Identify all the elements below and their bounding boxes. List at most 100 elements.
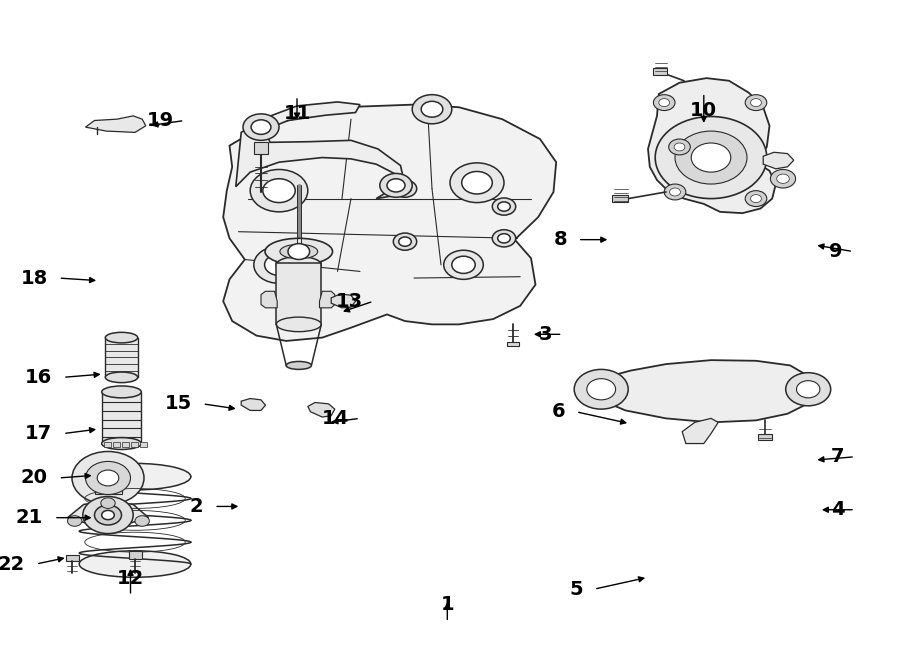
Circle shape <box>462 171 492 194</box>
Text: 3: 3 <box>538 325 552 344</box>
Circle shape <box>751 99 761 107</box>
Bar <box>66 555 79 561</box>
Circle shape <box>83 496 133 534</box>
Circle shape <box>587 379 616 400</box>
Text: 12: 12 <box>117 569 144 588</box>
Text: 22: 22 <box>0 555 25 573</box>
Text: 15: 15 <box>165 395 192 413</box>
Text: 2: 2 <box>190 497 203 516</box>
Text: 19: 19 <box>147 111 174 130</box>
Bar <box>254 142 268 154</box>
Polygon shape <box>86 116 146 132</box>
Circle shape <box>655 117 767 199</box>
Circle shape <box>492 198 516 215</box>
Ellipse shape <box>266 238 333 265</box>
Circle shape <box>498 202 510 211</box>
Ellipse shape <box>105 372 138 383</box>
Circle shape <box>399 184 411 193</box>
Bar <box>104 442 111 447</box>
Ellipse shape <box>102 386 141 398</box>
Polygon shape <box>648 78 776 213</box>
Bar <box>758 434 772 440</box>
Circle shape <box>492 230 516 247</box>
Text: 6: 6 <box>552 402 565 421</box>
Circle shape <box>674 143 685 151</box>
Polygon shape <box>261 291 277 308</box>
Polygon shape <box>68 500 148 530</box>
Circle shape <box>243 114 279 140</box>
Circle shape <box>452 256 475 273</box>
Bar <box>652 68 667 75</box>
Ellipse shape <box>276 257 321 273</box>
Polygon shape <box>682 418 718 444</box>
Circle shape <box>498 234 510 243</box>
Circle shape <box>393 233 417 250</box>
Circle shape <box>796 381 820 398</box>
Text: 10: 10 <box>690 101 717 120</box>
Circle shape <box>86 461 130 495</box>
Circle shape <box>72 451 144 504</box>
Text: 17: 17 <box>25 424 52 443</box>
Text: 9: 9 <box>829 242 842 261</box>
Text: 13: 13 <box>336 292 363 310</box>
Circle shape <box>450 163 504 203</box>
Ellipse shape <box>79 463 191 490</box>
Circle shape <box>770 169 796 188</box>
Circle shape <box>393 180 417 197</box>
Circle shape <box>251 120 271 134</box>
Circle shape <box>399 237 411 246</box>
Text: 5: 5 <box>570 580 583 598</box>
Circle shape <box>659 99 670 107</box>
Bar <box>105 338 138 377</box>
Ellipse shape <box>79 551 191 577</box>
Circle shape <box>380 173 412 197</box>
Circle shape <box>664 184 686 200</box>
Circle shape <box>675 131 747 184</box>
Text: 11: 11 <box>284 104 310 123</box>
Bar <box>130 442 138 447</box>
Circle shape <box>653 95 675 111</box>
Text: 18: 18 <box>21 269 48 287</box>
Circle shape <box>265 254 293 275</box>
Circle shape <box>412 95 452 124</box>
Circle shape <box>97 470 119 486</box>
Text: 14: 14 <box>322 409 349 428</box>
Ellipse shape <box>102 438 141 449</box>
Circle shape <box>263 179 295 203</box>
Circle shape <box>669 139 690 155</box>
Text: 7: 7 <box>831 448 844 466</box>
Circle shape <box>751 195 761 203</box>
Ellipse shape <box>286 361 311 369</box>
Bar <box>94 486 122 494</box>
Text: 21: 21 <box>16 508 43 527</box>
Circle shape <box>135 516 149 526</box>
Bar <box>129 551 142 559</box>
Circle shape <box>250 169 308 212</box>
Circle shape <box>745 191 767 207</box>
Circle shape <box>574 369 628 409</box>
Circle shape <box>387 179 405 192</box>
Text: 20: 20 <box>21 469 48 487</box>
Circle shape <box>691 143 731 172</box>
Circle shape <box>94 505 122 525</box>
Ellipse shape <box>276 317 321 332</box>
Bar <box>102 392 141 444</box>
Polygon shape <box>241 399 266 410</box>
Ellipse shape <box>280 244 318 259</box>
Bar <box>507 342 519 346</box>
Text: 4: 4 <box>831 500 844 519</box>
Bar <box>612 195 628 202</box>
Text: 16: 16 <box>25 368 52 387</box>
Circle shape <box>745 95 767 111</box>
Bar <box>140 442 147 447</box>
Polygon shape <box>320 291 335 308</box>
Circle shape <box>102 510 114 520</box>
Polygon shape <box>331 294 356 308</box>
Circle shape <box>786 373 831 406</box>
Circle shape <box>288 244 310 260</box>
Circle shape <box>444 250 483 279</box>
Bar <box>122 442 129 447</box>
Circle shape <box>254 246 304 283</box>
Text: 1: 1 <box>440 595 454 614</box>
Bar <box>112 442 120 447</box>
